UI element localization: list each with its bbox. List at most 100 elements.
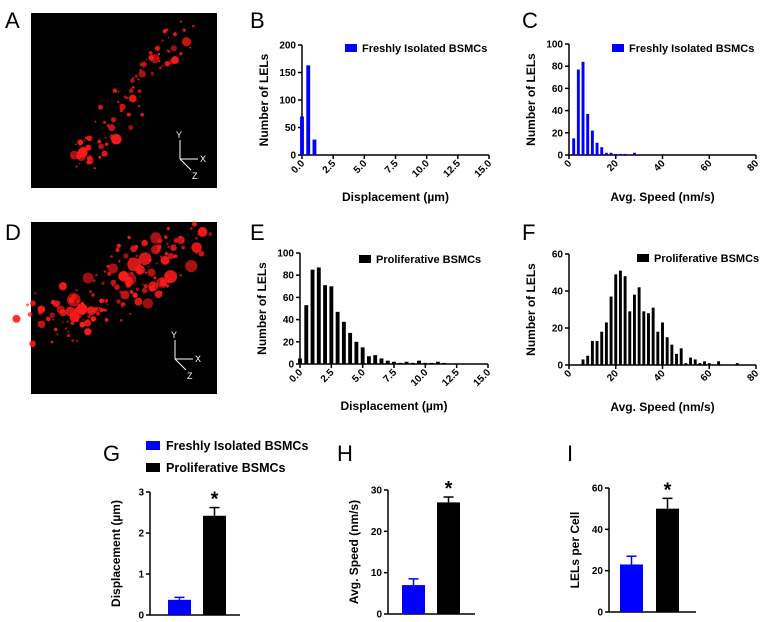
histogram-bar (581, 61, 585, 156)
lel-dot (61, 321, 64, 324)
y-axis-label: Avg. Speed (nm/s) (347, 500, 361, 604)
y-tick-label: 200 (279, 41, 296, 52)
lel-dot (114, 284, 120, 290)
panel-label-i: I (567, 441, 573, 466)
lel-dot (145, 58, 148, 61)
lel-signal-dots (12, 221, 212, 347)
lel-dot (151, 244, 161, 255)
histogram-bar (398, 362, 403, 364)
lel-dot (148, 281, 159, 292)
y-tick-label: 20 (552, 128, 564, 139)
bar-proliferative (437, 502, 460, 614)
bar-proliferative (656, 508, 679, 612)
significance-marker: * (445, 478, 453, 500)
lel-dot (140, 112, 144, 117)
lel-dot (132, 76, 135, 79)
lel-dot (117, 90, 120, 93)
lel-dot (180, 20, 183, 23)
summary-legend: Freshly Isolated BSMCs Proliferative BSM… (146, 439, 308, 475)
legend-swatch (637, 254, 649, 262)
lel-dot (166, 49, 169, 52)
lel-dot (95, 273, 98, 276)
lel-dot (105, 298, 109, 301)
lel-dot (120, 301, 126, 307)
lel-dot (56, 333, 59, 336)
lel-dot (157, 52, 161, 56)
chart-f: 0 20 40 60 Number of LELs 0 20 40 60 80 Avg. Speed… (524, 250, 761, 415)
lel-dot (148, 51, 153, 55)
lel-dot (119, 290, 123, 294)
lel-dot (147, 265, 150, 268)
legend-label-proliferative: Proliferative BSMCs (166, 461, 286, 475)
lel-dot (161, 39, 164, 42)
lel-dot (166, 226, 170, 231)
x-tick-label: 5.0 (350, 367, 368, 385)
x-tick-label: 80 (745, 158, 761, 174)
lel-dot (137, 104, 141, 108)
lel-dot (191, 242, 202, 253)
axis-y-label: Y (171, 330, 177, 340)
lel-dot (161, 64, 164, 67)
lel-dot (29, 340, 36, 347)
y-axis-label: Number of LELs (257, 53, 271, 146)
y-tick-label: 80 (552, 62, 564, 73)
histogram-bar (735, 363, 739, 365)
lel-dot (90, 316, 97, 322)
y-tick-label: 0 (557, 361, 563, 372)
lel-dot (107, 271, 112, 276)
lel-dot (77, 299, 80, 303)
lel-dot (134, 297, 143, 306)
histogram-bar (429, 362, 434, 364)
lel-dot (82, 272, 94, 284)
lel-dot (182, 28, 186, 32)
histogram-bar (614, 274, 618, 365)
lel-dot (106, 303, 109, 306)
legend-label-freshly: Freshly Isolated BSMCs (166, 439, 308, 453)
legend-label: Proliferative BSMCs (376, 254, 481, 266)
histogram-bar (335, 311, 340, 364)
lel-dot (123, 253, 129, 259)
lel-dot (166, 242, 169, 245)
lel-dot (98, 143, 105, 150)
lel-dot (181, 245, 185, 250)
lel-dot (173, 254, 178, 259)
lel-dot (130, 78, 135, 83)
lel-dot (104, 142, 109, 147)
lel-dot (189, 46, 192, 49)
lel-dot (179, 52, 183, 56)
lel-dot (56, 305, 65, 314)
lel-dot (66, 334, 71, 338)
histogram-bar (604, 152, 608, 155)
legend-swatch (345, 44, 357, 52)
y-tick-label: 40 (592, 525, 604, 536)
y-tick-label: 60 (592, 484, 604, 495)
x-tick-label: 10.0 (410, 158, 432, 180)
lel-dot (198, 250, 205, 257)
lel-dot (123, 95, 128, 99)
legend-swatch-proliferative (146, 463, 160, 472)
lel-dot (137, 269, 142, 274)
y-tick-label: 0 (290, 151, 296, 162)
histogram-bar (637, 287, 641, 365)
y-axis-label: Number of LELs (524, 263, 538, 356)
lel-dot (132, 292, 138, 298)
y-tick-label: 3 (138, 488, 144, 499)
lel-dot (75, 150, 84, 158)
lel-dot (134, 245, 139, 249)
panel-label-a: A (5, 8, 20, 33)
histogram-bar (341, 321, 346, 364)
y-tick-label: 20 (283, 337, 295, 348)
lel-dot (135, 254, 138, 258)
lel-dot (128, 94, 137, 103)
histogram-bar (410, 362, 415, 364)
y-tick-label: 150 (279, 68, 296, 79)
histogram-bar (618, 153, 622, 155)
lel-dot (142, 298, 154, 309)
legend-label: Freshly Isolated BSMCs (629, 43, 754, 55)
y-tick-label: 40 (552, 106, 564, 117)
lel-dot (143, 239, 147, 243)
histogram-bar (417, 360, 422, 364)
histogram-bar (623, 276, 627, 365)
y-tick-label: 40 (552, 287, 564, 298)
x-tick-label: 5.0 (352, 158, 370, 176)
